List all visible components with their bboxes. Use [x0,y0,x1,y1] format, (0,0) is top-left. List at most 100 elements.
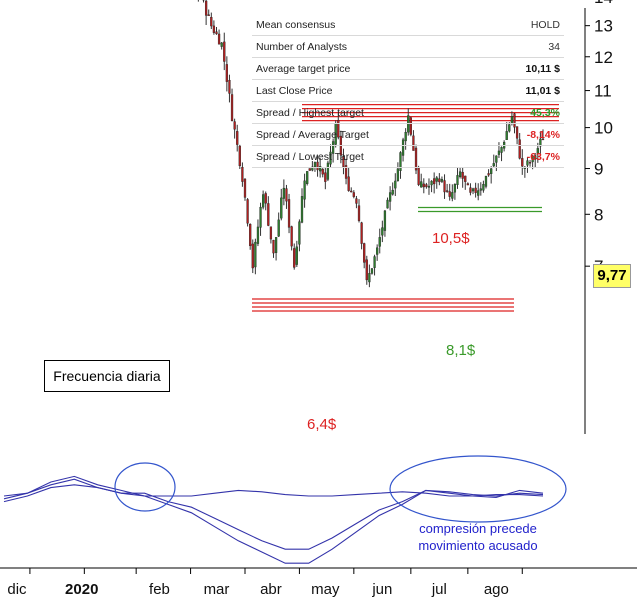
row-label: Mean consensus [252,14,483,36]
candle-body [453,184,457,193]
candle-body [212,25,216,33]
candle-body [264,193,267,204]
y-tick-label: 9 [594,160,603,179]
candle-body [274,237,278,253]
candle-body [324,172,327,182]
table-row: Mean consensus HOLD [252,14,564,36]
candle-body [376,247,379,255]
y-tick-label: 8 [594,205,603,224]
candle-body [430,180,433,186]
oscillator-line [3,475,544,564]
candle-body [290,226,293,247]
row-value: 45,3% [482,101,564,124]
candle-body [477,190,480,196]
candle-body [448,191,451,197]
candle-body [207,14,210,16]
y-tick-label: 13 [594,17,613,36]
row-label: Spread / Highest target [252,101,483,124]
candle-body [479,188,482,191]
candle-body [233,121,236,130]
candle-body [363,243,366,263]
candle-body [464,175,467,182]
row-label: Spread / Average Target [252,123,483,146]
candle-body [378,237,381,247]
x-tick-label: jul [431,581,447,598]
candle-body [422,183,425,188]
x-tick-label: mar [204,581,230,598]
candle-body [420,181,423,188]
row-value: 11,01 $ [482,79,564,102]
compression-ellipse-summer [389,455,567,523]
table-row: Spread / Highest target 45,3% [252,101,564,124]
candle-body [471,188,475,192]
candle-body [262,194,265,208]
candle-body [487,173,490,176]
compression-note: compresión precede movimiento acusado [388,520,568,554]
note-line-1: compresión precede [419,521,537,536]
candle-body [350,190,353,193]
candle-body [308,168,311,171]
candle-body [438,178,441,183]
x-tick-label: abr [260,581,282,598]
x-tick-label: ago [484,581,509,598]
oscillator-line [3,484,544,503]
candle-body [238,145,241,167]
candle-body [321,168,324,175]
candle-body [484,175,488,187]
candle-body [461,172,464,179]
candle-body [357,205,361,221]
row-value: -8,14% [482,123,564,146]
row-value: 10,11 $ [482,57,564,80]
candle-body [474,187,477,193]
candle-body [445,190,449,192]
candle-body [246,199,249,224]
x-tick-label: jun [371,581,392,598]
candle-body [381,227,384,236]
row-value: 34 [482,35,564,58]
candle-body [217,33,221,45]
candle-body [303,180,306,200]
frequency-label: Frecuencia diaria [44,360,170,392]
candle-body [427,185,431,188]
candle-body [220,42,223,47]
candle-body [394,180,397,189]
candle-body [490,168,493,174]
candle-body [254,241,257,268]
candle-body [269,226,273,240]
y-tick-label: 14 [594,0,613,7]
candle-body [204,0,208,16]
candle-body [451,192,454,199]
candle-body [267,203,270,226]
x-tick-label: dic [7,581,27,598]
candle-body [370,268,374,274]
candle-body [425,184,428,188]
consensus-table: Mean consensus HOLD Number of Analysts 34 Av… [252,14,564,168]
candle-body [469,187,472,193]
candle-body [435,177,438,182]
candle-body [355,198,358,204]
table-row: Last Close Price 11,01 $ [252,79,564,102]
note-line-2: movimiento acusado [418,538,538,553]
table-row: Spread / Lowest Target -63,7% [252,145,564,168]
candle-body [347,176,350,191]
candle-body [440,179,444,182]
candle-body [256,226,260,244]
candle-body [300,196,304,223]
candle-body [396,168,400,181]
row-label: Last Close Price [252,79,483,102]
candle-body [225,64,228,82]
candle-body [368,273,371,283]
candle-body [466,183,469,186]
candle-body [230,94,234,122]
row-value: HOLD [482,14,564,36]
candle-body [228,79,231,94]
x-tick-label: may [311,581,340,598]
candle-body [241,167,244,182]
table-row: Number of Analysts 34 [252,35,564,58]
oscillator-line [3,478,544,550]
candle-body [223,41,226,62]
candle-body [482,184,485,191]
row-label: Average target price [252,57,483,80]
